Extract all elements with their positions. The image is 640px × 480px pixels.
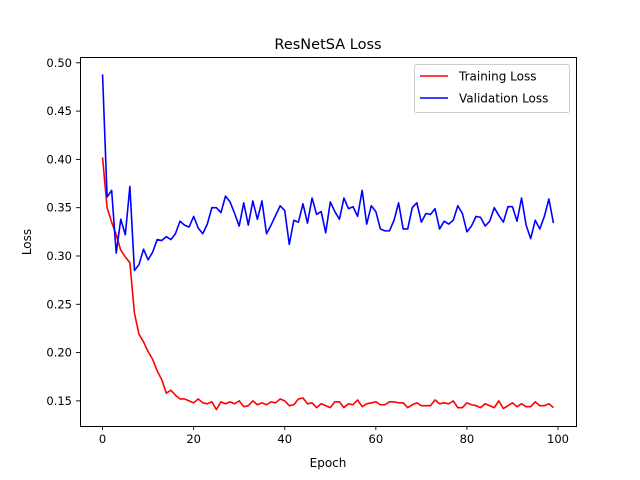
- x-tick-label: 100: [547, 432, 569, 446]
- x-tick-label: 40: [277, 432, 292, 446]
- series-line-validation-loss: [101, 74, 555, 272]
- y-tick-label: 0.25: [46, 297, 72, 311]
- y-tick-label: 0.30: [46, 249, 72, 263]
- axis-ticks: 0 20 40 60 80 100 0.15 0.20 0.25 0.30 0.35 0.40 0.45…: [46, 56, 569, 446]
- x-tick-label: 80: [460, 432, 475, 446]
- legend: Training Loss Validation Loss: [414, 64, 570, 113]
- x-tick-label: 20: [186, 432, 201, 446]
- x-axis-label: Epoch: [310, 456, 347, 470]
- x-tick-label: 60: [369, 432, 384, 446]
- legend-label-validation-loss: Validation Loss: [459, 92, 548, 106]
- y-tick-label: 0.50: [46, 56, 72, 70]
- legend-label-training-loss: Training Loss: [458, 70, 536, 84]
- y-tick-label: 0.35: [46, 201, 72, 215]
- plot-lines: [101, 74, 555, 411]
- plot-frame: [80, 57, 577, 427]
- x-tick-label: 0: [99, 432, 106, 446]
- y-tick-label: 0.15: [46, 394, 72, 408]
- y-tick-label: 0.20: [46, 346, 72, 360]
- y-tick-label: 0.40: [46, 152, 72, 166]
- y-tick-label: 0.45: [46, 104, 72, 118]
- legend-box: [414, 64, 570, 113]
- series-line-training-loss: [101, 157, 554, 411]
- chart-title: ResNetSA Loss: [274, 37, 381, 53]
- y-axis-label: Loss: [20, 229, 34, 255]
